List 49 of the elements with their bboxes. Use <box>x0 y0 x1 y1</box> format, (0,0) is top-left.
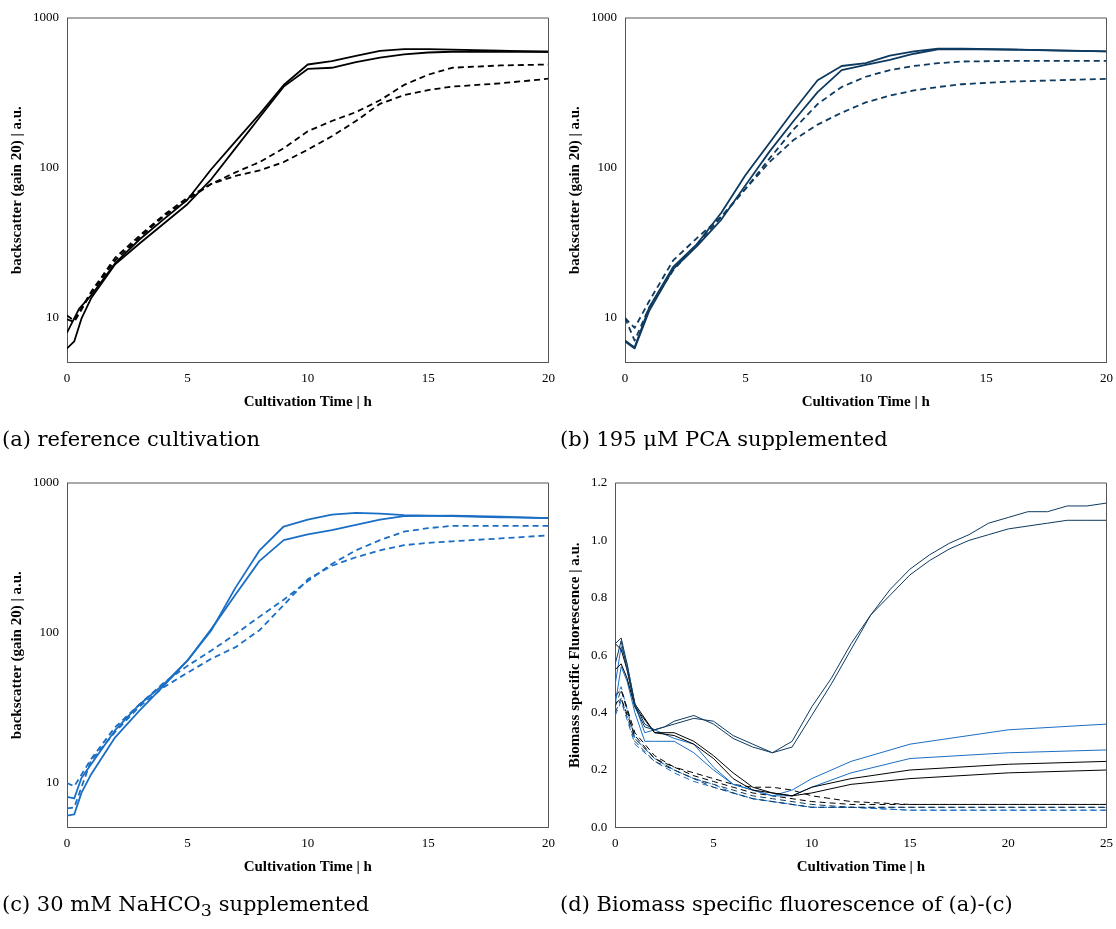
y-tick-label: 0.2 <box>591 760 608 776</box>
x-axis-title: Cultivation Time | h <box>801 392 931 409</box>
x-tick-label: 20 <box>1001 834 1015 850</box>
y-tick-label: 0.4 <box>591 703 608 719</box>
y-tick-label: 10 <box>604 308 617 324</box>
x-tick-label: 15 <box>979 369 993 385</box>
y-tick-label: 1000 <box>591 9 617 25</box>
x-axis-title: Cultivation Time | h <box>243 857 373 874</box>
text: (b) 195 μM PCA supplemented <box>559 427 889 451</box>
x-tick-label: 0 <box>621 369 629 385</box>
x-tick-label: 25 <box>1100 834 1113 850</box>
x-tick-label: 15 <box>421 369 435 385</box>
x-tick-label: 5 <box>710 834 717 850</box>
text: (a) reference cultivation <box>1 427 261 451</box>
x-tick-label: 5 <box>184 834 191 850</box>
y-axis-title: backscatter (gain 20) | a.u. <box>7 105 25 275</box>
y-tick-label: 10 <box>46 308 59 324</box>
x-tick-label: 10 <box>301 834 315 850</box>
y-tick-label: 0.6 <box>591 646 608 662</box>
x-tick-label: 5 <box>184 369 191 385</box>
y-tick-label: 100 <box>39 159 59 175</box>
y-tick-label: 100 <box>39 623 59 639</box>
x-tick-label: 0 <box>63 369 71 385</box>
x-tick-label: 5 <box>742 369 749 385</box>
y-tick-label: 100 <box>597 159 617 175</box>
y-tick-label: 1.0 <box>591 531 608 547</box>
y-axis-title: Biomass specific Fluorescence | a.u. <box>565 541 582 768</box>
y-tick-label: 1.2 <box>591 473 608 489</box>
y-tick-label: 0.8 <box>591 588 608 604</box>
x-tick-label: 10 <box>805 834 819 850</box>
x-tick-label: 15 <box>421 834 435 850</box>
x-tick-label: 10 <box>301 369 315 385</box>
text: (c) 30 mM NaHCO$_{3}$ supplemented <box>1 891 371 920</box>
y-tick-label: 10 <box>46 773 59 789</box>
y-axis-title: backscatter (gain 20) | a.u. <box>7 570 25 739</box>
text: (d) Biomass specific fluorescence of (a)-(c) <box>559 891 1014 916</box>
x-tick-label: 0 <box>612 834 619 850</box>
y-tick-label: 1000 <box>33 473 59 489</box>
x-tick-label: 20 <box>1100 369 1113 385</box>
x-tick-label: 0 <box>63 834 71 850</box>
x-axis-title: Cultivation Time | h <box>243 392 373 409</box>
x-tick-label: 20 <box>542 834 555 850</box>
y-tick-label: 0.0 <box>591 818 608 834</box>
y-tick-label: 1000 <box>33 9 59 25</box>
y-axis-title: backscatter (gain 20) | a.u. <box>565 105 583 275</box>
x-tick-label: 15 <box>903 834 917 850</box>
x-tick-label: 20 <box>542 369 555 385</box>
x-tick-label: 10 <box>859 369 873 385</box>
x-axis-title: Cultivation Time | h <box>796 857 926 874</box>
